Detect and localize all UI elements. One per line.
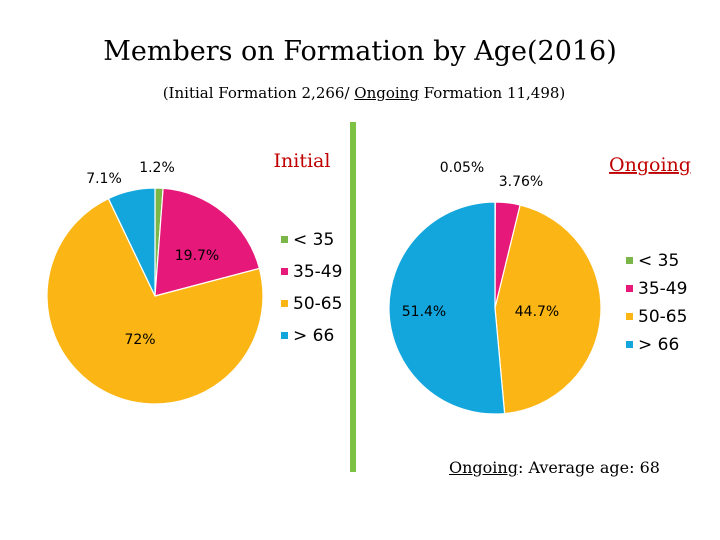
initial-data-label-lt-35: 1.2% <box>139 160 175 176</box>
initial-legend-swatch-50-65 <box>281 300 288 307</box>
ongoing-data-label-lt-35: 0.05% <box>440 160 484 176</box>
ongoing-pie-chart: 0.05% 3.76% 44.7% 51.4% Ongoing < 35 35-49 50-6… <box>388 154 691 415</box>
subtitle-ongoing-label: Ongoing <box>354 84 419 102</box>
ongoing-legend-label-50-65: 50-65 <box>638 307 687 327</box>
initial-data-label-35-49: 19.7% <box>175 248 219 264</box>
page-subtitle: (Initial Formation 2,266/ Ongoing Format… <box>0 84 720 102</box>
initial-legend-swatch-gt-66 <box>281 332 288 339</box>
initial-legend-swatch-lt-35 <box>281 236 288 243</box>
initial-legend-label-35-49: 35-49 <box>293 262 342 282</box>
initial-legend-label-lt-35: < 35 <box>293 230 334 250</box>
ongoing-data-label-50-65: 44.7% <box>515 304 559 320</box>
ongoing-legend-swatch-lt-35 <box>626 257 633 264</box>
subtitle-initial-text: (Initial Formation 2,266/ <box>162 84 355 102</box>
ongoing-slice-gt-66 <box>388 201 506 415</box>
ongoing-data-label-35-49: 3.76% <box>499 174 543 190</box>
initial-slice-50-65 <box>46 197 264 405</box>
initial-legend-label-50-65: 50-65 <box>293 294 342 314</box>
ongoing-legend-label-gt-66: > 66 <box>638 335 679 355</box>
ongoing-data-label-gt-66: 51.4% <box>402 304 446 320</box>
initial-data-label-50-65: 72% <box>124 332 155 348</box>
initial-pie-chart: 1.2% 19.7% 72% 7.1% Initial < 35 35-49 50-65 > 6… <box>46 150 342 405</box>
chart-divider <box>350 122 356 472</box>
ongoing-slice-50-65 <box>494 204 602 415</box>
initial-slice-35-49 <box>154 187 261 297</box>
initial-data-label-gt-66: 7.1% <box>86 171 122 187</box>
ongoing-legend-swatch-50-65 <box>626 313 633 320</box>
ongoing-legend-label-35-49: 35-49 <box>638 279 687 299</box>
initial-legend-swatch-35-49 <box>281 268 288 275</box>
initial-chart-title: Initial <box>274 150 331 172</box>
ongoing-legend-swatch-gt-66 <box>626 341 633 348</box>
initial-legend-label-gt-66: > 66 <box>293 326 334 346</box>
ongoing-chart-title: Ongoing <box>609 154 691 176</box>
footnote-label: Ongoing <box>449 458 518 477</box>
initial-slice-gt-66 <box>107 187 156 297</box>
page-title: Members on Formation by Age(2016) <box>103 36 617 67</box>
subtitle-ongoing-text: Formation 11,498) <box>418 84 566 102</box>
ongoing-legend-swatch-35-49 <box>626 285 633 292</box>
footnote-text: : Average age: 68 <box>517 458 660 477</box>
footnote: Ongoing: Average age: 68 <box>449 458 660 477</box>
ongoing-legend-label-lt-35: < 35 <box>638 251 679 271</box>
